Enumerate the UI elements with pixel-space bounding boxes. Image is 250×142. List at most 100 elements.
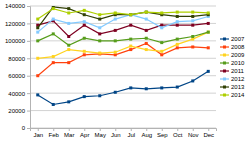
- grid-line: [30, 110, 216, 111]
- legend-marker: [223, 62, 226, 65]
- series-marker: [207, 70, 210, 73]
- series-marker: [52, 18, 55, 21]
- series-marker: [145, 29, 148, 32]
- y-tick-mark: [27, 41, 30, 42]
- legend-entry: 2008: [220, 44, 245, 50]
- grid-line: [30, 75, 216, 76]
- x-tick-mark: [193, 128, 194, 131]
- series-marker: [67, 100, 70, 103]
- x-tick: Sep: [157, 128, 168, 138]
- series-marker: [83, 20, 86, 23]
- series-marker: [83, 37, 86, 40]
- x-tick: Jul: [127, 128, 135, 138]
- y-tick-mark: [27, 6, 30, 7]
- x-tick-label: Feb: [49, 132, 60, 138]
- x-tick-label: Sep: [157, 132, 168, 138]
- x-tick: Jun: [111, 128, 121, 138]
- y-tick: 140000: [5, 3, 30, 9]
- series-marker: [191, 38, 194, 41]
- y-tick-mark: [27, 111, 30, 112]
- legend-label: 2013: [231, 84, 245, 90]
- grid-line: [30, 58, 216, 59]
- series: [36, 70, 210, 106]
- series-marker: [98, 52, 101, 55]
- series-marker: [160, 41, 163, 44]
- x-tick: Jan: [33, 128, 43, 138]
- grid-line: [30, 93, 216, 94]
- series-marker: [52, 103, 55, 106]
- legend-label: 2014: [231, 92, 245, 98]
- y-tick-mark: [27, 93, 30, 94]
- y-tick-label: 0: [22, 125, 26, 131]
- x-axis: JanFebMarAprMayJunJulAugSepOctNovDec: [31, 128, 217, 138]
- x-tick: Mar: [64, 128, 74, 138]
- legend-entry: 2007: [220, 36, 245, 42]
- series-marker: [98, 26, 101, 29]
- series-marker: [52, 7, 55, 10]
- series-marker: [160, 53, 163, 56]
- legend-entry: 2011: [220, 68, 245, 74]
- x-tick: Apr: [80, 128, 89, 138]
- plot: 020000400006000080000100000120000140000J…: [5, 3, 217, 138]
- y-tick: 100000: [5, 38, 30, 44]
- series-group: [36, 6, 210, 106]
- series-marker: [176, 20, 179, 23]
- x-tick: May: [95, 128, 106, 138]
- series-marker: [145, 18, 148, 21]
- series-marker: [83, 13, 86, 16]
- series-marker: [191, 35, 194, 38]
- legend-marker: [223, 38, 226, 41]
- series-marker: [83, 95, 86, 98]
- x-tick-mark: [177, 128, 178, 131]
- series-marker: [98, 52, 101, 55]
- series-marker: [36, 26, 39, 29]
- series-marker: [36, 93, 39, 96]
- x-tick-label: Mar: [64, 132, 74, 138]
- y-tick-label: 60000: [8, 73, 25, 79]
- series-marker: [176, 11, 179, 14]
- series-marker: [207, 31, 210, 34]
- series-marker: [191, 15, 194, 18]
- series-marker: [176, 15, 179, 18]
- x-tick: Oct: [173, 128, 183, 138]
- x-tick-mark: [53, 128, 54, 131]
- series-marker: [36, 18, 39, 21]
- x-axis-line: [31, 129, 217, 132]
- series-marker: [129, 13, 132, 16]
- grid-line: [30, 6, 216, 7]
- series-marker: [98, 39, 101, 42]
- y-tick-mark: [27, 128, 30, 129]
- series-marker: [52, 61, 55, 64]
- x-tick-mark: [162, 128, 163, 131]
- legend-entry: 2012: [220, 76, 245, 82]
- series-marker: [176, 24, 179, 27]
- series-marker: [191, 11, 194, 14]
- x-tick-mark: [131, 128, 132, 131]
- x-tick-label: Apr: [80, 132, 89, 138]
- series: [36, 42, 210, 77]
- legend-entry: 2010: [220, 60, 245, 66]
- legend-label: 2011: [231, 68, 245, 74]
- x-tick-mark: [84, 128, 85, 131]
- x-tick-label: Nov: [188, 132, 199, 138]
- x-tick-label: Jul: [127, 132, 135, 138]
- series-line: [38, 71, 209, 104]
- series-marker: [36, 74, 39, 77]
- series-marker: [67, 35, 70, 38]
- y-axis: 020000400006000080000100000120000140000: [5, 3, 31, 131]
- series-marker: [207, 11, 210, 14]
- series-marker: [160, 24, 163, 27]
- legend-marker: [223, 86, 226, 89]
- series-marker: [145, 48, 148, 51]
- series-marker: [160, 86, 163, 89]
- legend-swatch: [220, 70, 229, 71]
- legend-entry: 2014: [220, 92, 245, 98]
- series-marker: [98, 32, 101, 35]
- legend-entry: 2009: [220, 52, 245, 58]
- y-tick: 80000: [8, 56, 30, 62]
- legend-marker: [223, 70, 226, 73]
- legend-label: 2008: [231, 44, 245, 50]
- x-tick: Feb: [49, 128, 60, 138]
- x-tick: Aug: [141, 128, 152, 138]
- x-tick-mark: [69, 128, 70, 131]
